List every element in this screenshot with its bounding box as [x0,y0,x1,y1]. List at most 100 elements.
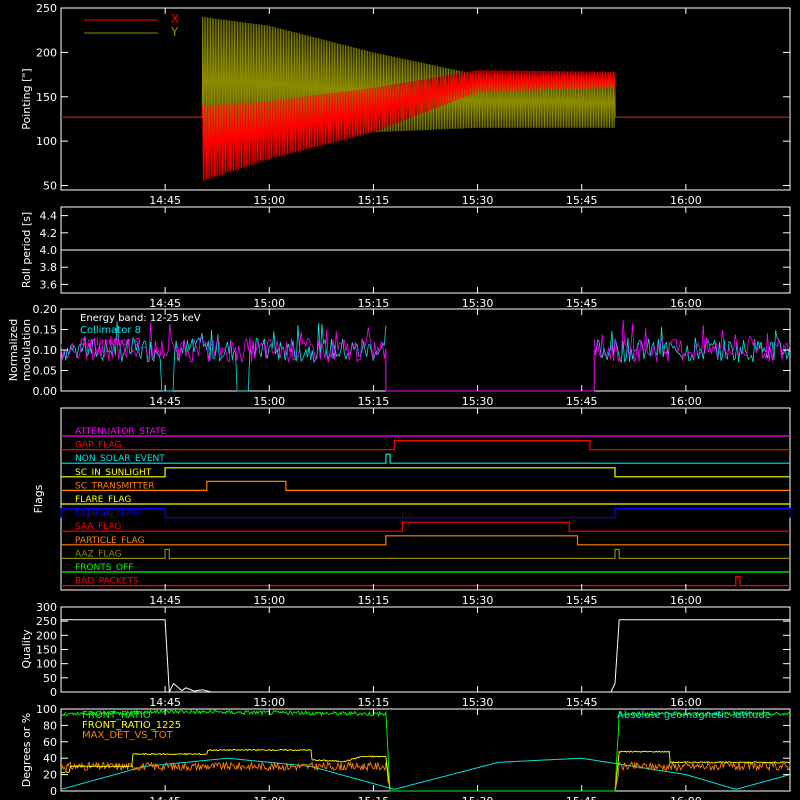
flag-trace-gap-flag [61,440,790,451]
roll-ytick-label-3: 4.2 [40,227,58,240]
modulation-ytick-label-4: 0.20 [33,303,58,316]
flag-trace-sc-in-sunlight [61,467,790,478]
flag-label-saa-flag: SAA_FLAG [75,522,121,532]
quality-xtick-label-3: 15:30 [462,696,494,709]
modulation-collimator-8-segment-0 [60,321,387,392]
flag-label-flare-flag: FLARE_FLAG [75,495,131,505]
modulation-ytick-label-3: 0.15 [33,324,58,337]
quality-xtick-label-5: 16:00 [670,696,702,709]
quality-line [61,619,790,694]
energy-band-annotation: Energy band: 12-25 keV [80,313,201,324]
flag-label-gap-flag: GAP_FLAG [75,441,121,451]
pointing-xtick-label-2: 15:15 [358,194,390,207]
ratio-geomagnetic-latitude [60,757,791,790]
modulation-collimator-9-segment-1 [593,319,791,363]
modulation-ylabel-line1: Normalized [7,319,20,381]
modulation-ytick-label-0: 0.00 [33,385,58,398]
modulation-ylabel-line2: modulation [20,319,33,381]
modulation-xtick-label-4: 15:45 [566,395,598,408]
flag-label-aaz-flag: AAZ_FLAG [75,549,122,559]
flag-trace-aaz-flag [61,548,790,560]
flag-trace-bad-packets [61,575,790,587]
roll-ylabel: Roll period [s] [20,212,33,288]
flags-ylabel: Flags [32,484,45,513]
legend-geomagnetic-latitude: Absolute geomagnetic latitude [617,710,771,721]
pointing-frame [60,7,791,191]
flag-trace-eclipse-flag [60,508,791,519]
quality-xtick-label-0: 14:45 [149,696,181,709]
ratios-panel: 0 20 40 60 80 100 14:45 15:00 15:15 15:30 15:45 16… [20,703,791,800]
roll-ytick-label-2: 4.0 [40,244,58,257]
modulation-panel: 0.00 0.05 0.10 0.15 0.20 14:45 15:00 15:15 15:3… [7,303,791,408]
flags-xtick-label-4: 15:45 [566,594,598,607]
pointing-xtick-label-5: 16:00 [670,194,702,207]
pointing-xtick-label-4: 15:45 [566,194,598,207]
pointing-xtick-label-0: 14:45 [149,194,181,207]
flags-xtick-label-2: 15:15 [358,594,390,607]
flag-label-sc-transmitter: SC_TRANSMITTER [75,481,155,491]
quality-ytick-label-0: 0 [50,686,57,699]
ratios-ytick-label-1: 20 [43,769,57,782]
flags-xtick-label-3: 15:30 [462,594,494,607]
quality-ytick-label-6: 300 [36,601,57,614]
flags-xtick-label-5: 16:00 [670,594,702,607]
flags-panel: ATTENUATOR_STATE GAP_FLAG NON_SOLAR_EVENT S… [32,407,791,607]
roll-ytick-label-1: 3.8 [40,261,58,274]
pointing-series-y [61,16,790,146]
modulation-xtick-label-3: 15:30 [462,395,494,408]
quality-ytick-label-5: 250 [36,615,57,628]
pointing-ytick-label-0: 50 [43,180,57,193]
ratios-ylabel: Degrees or % [20,713,33,787]
quality-ytick-label-2: 100 [36,658,57,671]
pointing-ylabel: Pointing ["] [20,68,33,129]
roll-period-panel: 3.6 3.8 4.0 4.2 4.4 14:45 15:00 15:15 15:30 15:4… [20,206,791,310]
modulation-collimator-9-segment-0 [60,322,387,364]
quality-xtick-label-2: 15:15 [358,696,390,709]
ratios-xtick-label-3: 15:30 [462,795,494,800]
roll-xtick-label-1: 15:00 [253,297,285,310]
ratios-xtick-label-0: 14:45 [149,795,181,800]
flag-label-eclipse-flag: ECLIPSE_FLAG [75,509,139,519]
modulation-xtick-label-0: 14:45 [149,395,181,408]
quality-ytick-label-4: 200 [36,629,57,642]
flag-label-sc-in-sunlight: SC_IN_SUNLIGHT [75,468,152,478]
flag-label-non-solar-event: NON_SOLAR_EVENT [75,454,165,464]
legend-x-label: X [171,12,179,26]
legend-collimator-8: Collimator 8 [80,325,141,336]
quality-ylabel: Quality [20,629,33,669]
legend-y-label: Y [170,25,179,39]
flag-label-bad-packets: BAD_PACKETS [75,577,139,587]
modulation-collimator-9-gap [385,350,595,392]
modulation-xtick-label-2: 15:15 [358,395,390,408]
modulation-xtick-label-5: 16:00 [670,395,702,408]
quality-ytick-label-3: 150 [36,644,57,657]
ratios-xtick-label-4: 15:45 [566,795,598,800]
pointing-ytick-label-3: 200 [36,46,57,59]
flag-trace-non-solar-event [61,453,790,464]
flag-trace-saa-flag [61,521,790,532]
ratios-ytick-label-3: 60 [43,736,57,749]
flag-label-fronts-off: FRONTS_OFF [75,563,133,573]
ratios-xtick-label-1: 15:00 [253,795,285,800]
roll-xtick-label-2: 15:15 [358,297,390,310]
pointing-ytick-label-1: 100 [36,135,57,148]
flag-label-attenuator-state: ATTENUATOR_STATE [75,427,167,437]
ratios-ytick-label-5: 100 [36,703,57,716]
flags-xtick-label-1: 15:00 [253,594,285,607]
pointing-series-x [61,70,790,181]
flag-trace-particle-flag [61,535,790,546]
legend-front-ratio: FRONT_RATIO [82,710,151,721]
pointing-xtick-label-3: 15:30 [462,194,494,207]
roll-ytick-label-4: 4.4 [40,210,58,223]
modulation-ytick-label-1: 0.05 [33,365,58,378]
modulation-ytick-label-2: 0.10 [33,344,58,357]
flag-trace-sc-transmitter [61,480,790,491]
pointing-panel: 50 100 150 200 250 14:45 15:00 15:15 15:30 15:45… [20,2,791,207]
roll-xtick-label-4: 15:45 [566,297,598,310]
roll-ytick-label-0: 3.6 [40,278,58,291]
flag-label-particle-flag: PARTICLE_FLAG [75,536,145,546]
pointing-ytick-label-2: 150 [36,91,57,104]
legend-max-det-vs-tot: MAX_DET_VS_TOT [82,730,174,741]
